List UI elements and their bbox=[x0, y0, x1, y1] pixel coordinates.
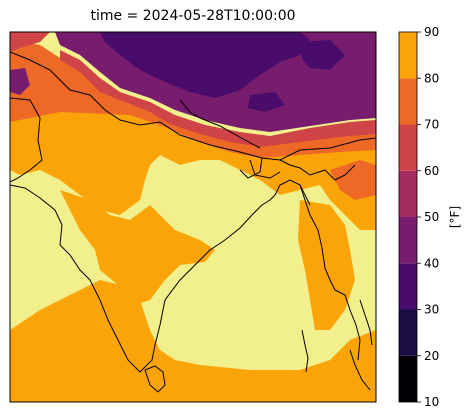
colorbar-tick-label: 80 bbox=[424, 71, 439, 85]
colorbar-tick-label: 50 bbox=[424, 210, 439, 224]
colorbar-band-6 bbox=[399, 78, 417, 125]
colorbar-tick-label: 70 bbox=[424, 118, 439, 132]
region-red-north bbox=[60, 50, 376, 147]
colorbar-band-0 bbox=[399, 355, 417, 402]
colorbar-band-7 bbox=[399, 32, 417, 79]
colorbar-band-2 bbox=[399, 263, 417, 310]
colorbar-tick-label: 60 bbox=[424, 164, 439, 178]
colorbar-tick-label: 30 bbox=[424, 303, 439, 317]
region-dark-purple-tibet bbox=[100, 32, 310, 98]
region-dark-orange-east bbox=[330, 160, 376, 200]
region-dark-orange-north bbox=[10, 40, 376, 158]
map-axes bbox=[10, 32, 376, 402]
colorbar-band-3 bbox=[399, 217, 417, 264]
colorbar-label: [°F] bbox=[448, 206, 462, 228]
colorbar-tick-label: 10 bbox=[424, 395, 439, 409]
colorbar-band-5 bbox=[399, 124, 417, 171]
region-dark-purple-patch bbox=[248, 92, 285, 112]
region-orange-central bbox=[60, 190, 215, 305]
region-dark-purple-east bbox=[300, 40, 345, 70]
region-red-nw bbox=[10, 32, 50, 52]
colorbar-frame bbox=[398, 31, 418, 403]
colorbar-tick-label: 90 bbox=[424, 25, 439, 39]
map-title: time = 2024-05-28T10:00:00 bbox=[90, 8, 296, 24]
colorbar: 10 20 30 40 50 60 70 80 90 bbox=[399, 25, 439, 409]
map-frame bbox=[9, 31, 377, 403]
region-orange-west bbox=[10, 110, 376, 230]
colorbar-tick-label: 20 bbox=[424, 349, 439, 363]
region-purple-nw-patch bbox=[10, 68, 30, 95]
colorbar-band-4 bbox=[399, 170, 417, 217]
colorbar-band-1 bbox=[399, 309, 417, 356]
region-orange-east bbox=[298, 200, 355, 330]
coastlines-and-borders bbox=[10, 51, 376, 393]
colorbar-tick-label: 40 bbox=[424, 256, 439, 270]
region-orange-sw bbox=[10, 280, 376, 402]
